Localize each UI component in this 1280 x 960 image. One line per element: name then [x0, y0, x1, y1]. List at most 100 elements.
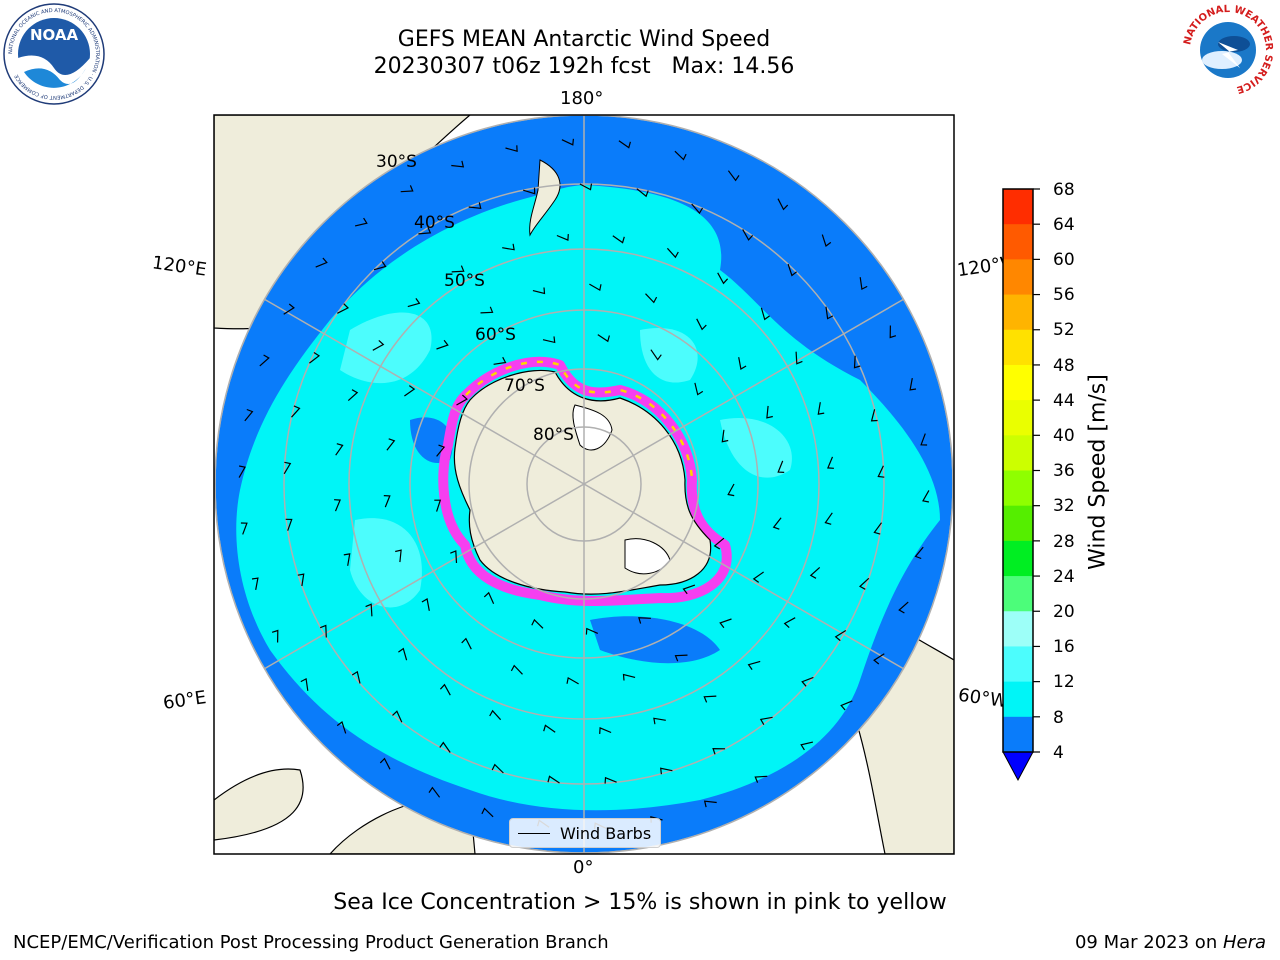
wind-barb [238, 465, 246, 478]
wind-barb [597, 334, 610, 343]
colorbar-block [1003, 505, 1033, 542]
wind-barb [395, 549, 402, 563]
wind-barb [386, 438, 396, 451]
wind-barb [309, 351, 321, 364]
colorbar-block [1003, 294, 1033, 331]
wind-barb [645, 293, 658, 304]
wind-barb [510, 664, 523, 675]
wind-barb [450, 550, 458, 564]
wind-barb [795, 351, 803, 365]
wind-barb [772, 517, 782, 530]
wind-barb [727, 483, 735, 497]
wind-barb [556, 234, 569, 241]
colorbar-block [1003, 259, 1033, 296]
wind-barb [407, 298, 421, 308]
map-frame [213, 114, 955, 855]
wind-barb [315, 257, 328, 268]
wind-barb [858, 577, 870, 590]
wind-barb [291, 405, 301, 418]
wind-band-12-16-d [720, 418, 792, 478]
wind-barb [561, 138, 574, 146]
wind-barb [759, 716, 773, 725]
wind-barb [889, 325, 897, 339]
wind-barb [456, 394, 468, 406]
wind-barb [721, 429, 729, 443]
wind-barb [481, 807, 494, 818]
wind-barb [618, 140, 631, 149]
wind-band-12-16-b [350, 518, 422, 608]
wind-barb [674, 150, 687, 161]
lat-label-40s: 40°S [414, 213, 455, 233]
wind-barb [523, 187, 536, 195]
wind-barb [727, 170, 740, 182]
wind-barb [398, 647, 408, 661]
colorbar-block [1003, 576, 1033, 612]
wind-barb [379, 757, 391, 770]
wind-barb [909, 377, 917, 391]
wind-barb-legend-line [518, 832, 550, 834]
wind-barb [336, 721, 347, 734]
wind-barb [898, 601, 909, 614]
colorbar-tick-label: 36 [1053, 461, 1075, 481]
wind-barb [747, 660, 761, 670]
wind-barb [585, 627, 599, 635]
map-boundary-circle [214, 115, 954, 854]
wind-barb [824, 512, 833, 525]
wind-barb [920, 433, 928, 446]
wind-barb [713, 537, 725, 550]
wind-barb [283, 461, 292, 475]
wind-barb [825, 306, 834, 320]
sea-ice-edge-yellow [465, 360, 694, 481]
wind-barb [742, 229, 754, 241]
wind-barb [599, 727, 612, 734]
wind-band-12-16-a [340, 312, 432, 384]
colorbar-tick-label: 40 [1053, 426, 1075, 446]
colorbar-block [1003, 646, 1033, 683]
wind-barb [542, 336, 556, 344]
wind-barb [696, 318, 707, 331]
wind-barb [719, 618, 732, 629]
wind-barb [766, 405, 773, 419]
wind-barb [343, 553, 351, 566]
wind-barb [566, 676, 579, 685]
noaa-logo-text: NOAA [30, 26, 79, 44]
colorbar-tick-label: 56 [1053, 285, 1075, 305]
wind-barb [335, 443, 344, 456]
wind-barb [660, 767, 673, 775]
wind-barb [703, 800, 717, 808]
chart-subtitle: 20230307 t06z 192h fcst Max: 14.56 [373, 54, 795, 79]
colorbar-block [1003, 435, 1033, 471]
colorbar-tick-label: 52 [1053, 320, 1075, 340]
wind-barb [365, 603, 373, 617]
footer-credit: NCEP/EMC/Verification Post Processing Pr… [13, 932, 609, 953]
wind-barb [531, 618, 544, 629]
nws-logo: NATIONAL WEATHER SERVICE [1182, 4, 1274, 96]
colorbar-block [1003, 716, 1033, 753]
lat-label-30s: 30°S [376, 152, 417, 172]
wind-barb [271, 629, 279, 643]
wind-barb [468, 202, 482, 209]
wind-barb [334, 499, 341, 512]
wind-barb [451, 160, 465, 168]
colorbar-block [1003, 189, 1033, 225]
wind-barb [251, 577, 259, 591]
wind-barb [418, 227, 432, 235]
madagascar-land [214, 768, 304, 841]
wind-barb [777, 198, 789, 211]
sea-ice-edge [438, 356, 732, 606]
wind-barb [674, 654, 688, 662]
wind-barb [505, 145, 518, 152]
wind-barb [337, 303, 350, 314]
wind-barb [853, 355, 861, 369]
colorbar-tick-label: 20 [1053, 602, 1075, 622]
wind-barb [703, 695, 717, 703]
colorbar [1002, 188, 1040, 782]
wind-barb [638, 617, 651, 624]
colorbar-tick-label: 48 [1053, 356, 1075, 376]
wind-barb [834, 629, 847, 642]
colorbar-tick-label: 28 [1053, 532, 1075, 552]
wind-barbs [238, 138, 930, 830]
wind-barb [354, 217, 368, 227]
chart-title: GEFS MEAN Antarctic Wind Speed [397, 27, 771, 52]
wind-barb [373, 261, 387, 271]
